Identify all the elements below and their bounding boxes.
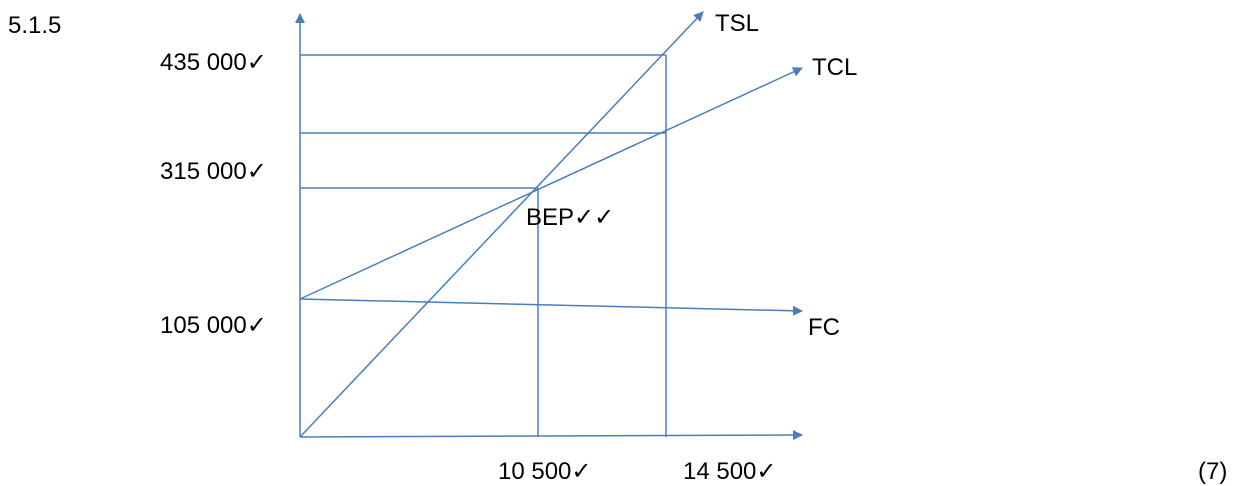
x-label-10500: 10 500✓ — [498, 458, 592, 485]
total-cost-line — [299, 67, 803, 300]
total-sales-line — [299, 11, 704, 438]
fixed-cost-line — [299, 298, 803, 316]
tcl-label: TCL — [812, 54, 858, 81]
fc-label: FC — [808, 314, 840, 341]
x-axis — [299, 430, 803, 441]
tsl-label: TSL — [715, 10, 760, 37]
y-label-435000: 435 000✓ — [160, 49, 267, 76]
bep-label: BEP✓✓ — [526, 204, 615, 231]
question-number: 5.1.5 — [8, 12, 62, 39]
y-label-315000: 315 000✓ — [160, 158, 267, 185]
marks-label: (7) — [1198, 458, 1228, 485]
diagram-lines — [295, 11, 803, 441]
y-label-105000: 105 000✓ — [160, 312, 267, 339]
x-label-14500: 14 500✓ — [683, 458, 777, 485]
